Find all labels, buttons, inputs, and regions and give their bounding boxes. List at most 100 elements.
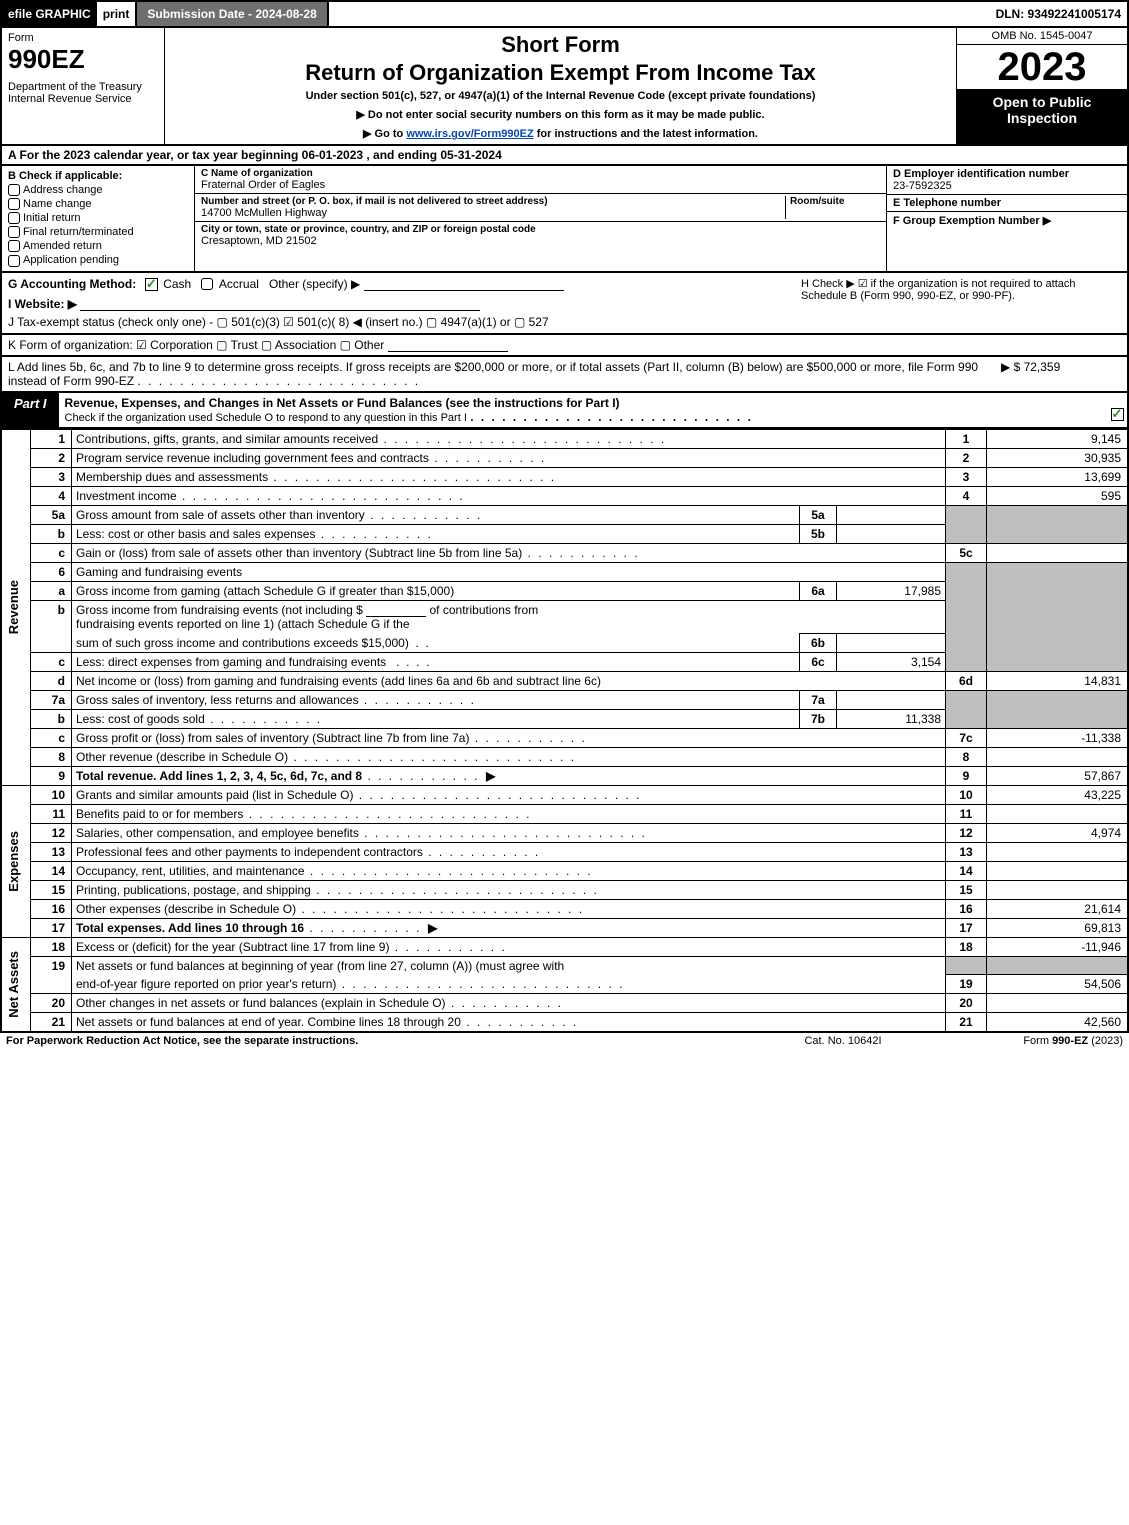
website-field[interactable] <box>80 298 480 311</box>
checkbox-initial-return[interactable]: Initial return <box>8 212 188 224</box>
row-h: H Check ▶ ☑ if the organization is not r… <box>795 277 1121 329</box>
row-j: J Tax-exempt status (check only one) - ▢… <box>8 315 549 329</box>
row-k-text: K Form of organization: ☑ Corporation ▢ … <box>8 338 384 352</box>
checkbox-final-return[interactable]: Final return/terminated <box>8 226 188 238</box>
row-g: G Accounting Method: Cash Accrual Other … <box>8 277 795 329</box>
table-row: Expenses 10 Grants and similar amounts p… <box>1 785 1128 804</box>
checkbox-accrual-icon[interactable] <box>201 278 213 290</box>
shaded-cell <box>946 562 987 671</box>
table-row: 3 Membership dues and assessments 3 13,6… <box>1 467 1128 486</box>
line-amount: 9,145 <box>987 429 1129 448</box>
tax-year: 2023 <box>957 45 1127 90</box>
open-to-public: Open to Public Inspection <box>957 90 1127 144</box>
group-row: F Group Exemption Number ▶ <box>887 212 1127 271</box>
part-1-title: Revenue, Expenses, and Changes in Net As… <box>59 393 1107 427</box>
department-label: Department of the Treasury Internal Reve… <box>8 81 158 105</box>
table-row: c Gain or (loss) from sale of assets oth… <box>1 543 1128 562</box>
part-1-header: Part I Revenue, Expenses, and Changes in… <box>0 393 1129 429</box>
table-row: 19 Net assets or fund balances at beginn… <box>1 956 1128 975</box>
group-label: F Group Exemption Number ▶ <box>893 214 1121 227</box>
table-row: 12 Salaries, other compensation, and emp… <box>1 823 1128 842</box>
expenses-vlabel: Expenses <box>1 785 31 937</box>
checkbox-icon <box>8 226 20 238</box>
phone-label: E Telephone number <box>893 197 1121 209</box>
top-bar: efile GRAPHIC print Submission Date - 20… <box>0 0 1129 26</box>
section-b-label: B Check if applicable: <box>8 170 188 182</box>
info-block: B Check if applicable: Address change Na… <box>0 166 1129 273</box>
street-value: 14700 McMullen Highway <box>201 207 785 219</box>
part-1-check[interactable] <box>1107 393 1127 427</box>
other-org-field[interactable] <box>388 339 508 352</box>
cash-label: Cash <box>163 277 191 291</box>
shaded-cell <box>946 690 987 728</box>
table-row: 13 Professional fees and other payments … <box>1 842 1128 861</box>
table-row: 8 Other revenue (describe in Schedule O)… <box>1 747 1128 766</box>
dots-icon <box>137 374 420 388</box>
footer-left: For Paperwork Reduction Act Notice, see … <box>6 1035 743 1047</box>
checkbox-cash-icon[interactable] <box>145 278 158 291</box>
part-1-table: Revenue 1 Contributions, gifts, grants, … <box>0 429 1129 1034</box>
line-ref: 1 <box>946 429 987 448</box>
table-row: 16 Other expenses (describe in Schedule … <box>1 899 1128 918</box>
dots-icon <box>470 410 753 424</box>
part-1-label: Part I <box>2 393 59 427</box>
goto-line: ▶ Go to www.irs.gov/Form990EZ for instru… <box>171 127 950 140</box>
contrib-amount-field[interactable] <box>366 604 426 617</box>
table-row: d Net income or (loss) from gaming and f… <box>1 671 1128 690</box>
checkbox-address-change[interactable]: Address change <box>8 184 188 196</box>
print-label[interactable]: print <box>97 7 136 21</box>
arrow-icon: ▶ <box>428 921 437 935</box>
efile-label: efile GRAPHIC <box>2 2 97 26</box>
omb-number: OMB No. 1545-0047 <box>957 28 1127 45</box>
ein-row: D Employer identification number 23-7592… <box>887 166 1127 195</box>
row-l-amount: ▶ $ 72,359 <box>1001 360 1121 388</box>
return-title: Return of Organization Exempt From Incom… <box>171 60 950 86</box>
header-center: Short Form Return of Organization Exempt… <box>165 28 957 144</box>
revenue-vlabel: Revenue <box>1 429 31 785</box>
checkbox-icon <box>8 184 20 196</box>
header-right: OMB No. 1545-0047 2023 Open to Public In… <box>957 28 1127 144</box>
page-footer: For Paperwork Reduction Act Notice, see … <box>0 1033 1129 1049</box>
checkbox-icon <box>1111 408 1124 421</box>
table-row: end-of-year figure reported on prior yea… <box>1 975 1128 994</box>
table-row: 14 Occupancy, rent, utilities, and maint… <box>1 861 1128 880</box>
table-row: 6 Gaming and fundraising events <box>1 562 1128 581</box>
shaded-cell <box>946 505 987 543</box>
city-label: City or town, state or province, country… <box>201 224 880 235</box>
org-name-label: C Name of organization <box>201 168 880 179</box>
checkbox-icon <box>8 255 20 267</box>
row-h-text: H Check ▶ ☑ if the organization is not r… <box>801 278 1076 302</box>
room-label: Room/suite <box>790 196 880 207</box>
checkbox-amended-return[interactable]: Amended return <box>8 240 188 252</box>
accounting-label: G Accounting Method: <box>8 277 136 291</box>
other-specify-field[interactable] <box>364 278 564 291</box>
submission-date: Submission Date - 2024-08-28 <box>135 2 328 26</box>
table-row: 11 Benefits paid to or for members 11 <box>1 804 1128 823</box>
org-name-row: C Name of organization Fraternal Order o… <box>195 166 886 194</box>
form-prefix: Form <box>8 32 158 44</box>
shaded-cell <box>987 690 1129 728</box>
line-a: A For the 2023 calendar year, or tax yea… <box>0 146 1129 166</box>
section-b: B Check if applicable: Address change Na… <box>2 166 195 271</box>
section-c: C Name of organization Fraternal Order o… <box>195 166 886 271</box>
ein-label: D Employer identification number <box>893 168 1121 180</box>
row-k: K Form of organization: ☑ Corporation ▢ … <box>0 335 1129 357</box>
irs-link[interactable]: www.irs.gov/Form990EZ <box>406 128 533 140</box>
table-row: 20 Other changes in net assets or fund b… <box>1 994 1128 1013</box>
checkbox-application-pending[interactable]: Application pending <box>8 254 188 266</box>
footer-center: Cat. No. 10642I <box>743 1035 943 1047</box>
table-row: c Gross profit or (loss) from sales of i… <box>1 728 1128 747</box>
shaded-cell <box>987 505 1129 543</box>
table-row: 15 Printing, publications, postage, and … <box>1 880 1128 899</box>
table-row: 2 Program service revenue including gove… <box>1 448 1128 467</box>
goto-pre: ▶ Go to <box>363 128 406 140</box>
row-l-text: L Add lines 5b, 6c, and 7b to line 9 to … <box>8 360 1001 388</box>
no-ssn-note: ▶ Do not enter social security numbers o… <box>171 108 950 121</box>
table-row: Revenue 1 Contributions, gifts, grants, … <box>1 429 1128 448</box>
website-label: I Website: ▶ <box>8 297 77 311</box>
checkbox-name-change[interactable]: Name change <box>8 198 188 210</box>
shaded-cell <box>987 956 1129 975</box>
form-number: 990EZ <box>8 44 158 75</box>
goto-post: for instructions and the latest informat… <box>537 128 758 140</box>
header-left: Form 990EZ Department of the Treasury In… <box>2 28 165 144</box>
